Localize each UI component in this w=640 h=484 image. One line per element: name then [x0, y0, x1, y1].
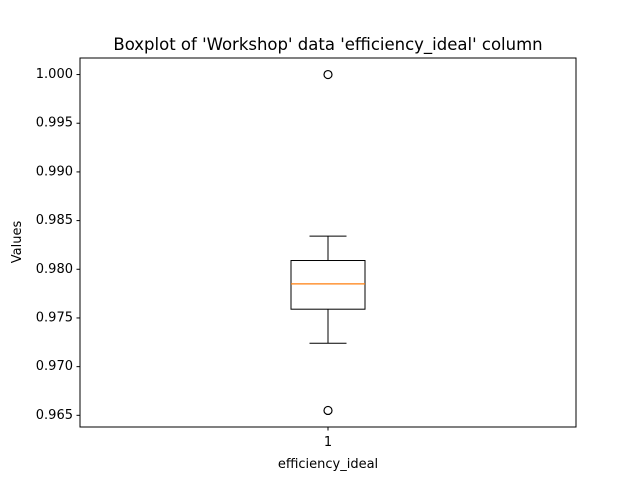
y-tick-label: 0.985: [36, 213, 73, 228]
y-tick-label: 0.970: [36, 359, 73, 374]
box-iqr: [290, 260, 366, 310]
y-tick-label: 0.975: [36, 310, 73, 325]
y-tick-label: 0.980: [36, 262, 73, 277]
y-tick-label: 0.965: [36, 408, 73, 423]
plot-area: [290, 69, 366, 416]
y-tick-label: 0.990: [36, 164, 73, 179]
y-tick-label: 0.995: [36, 116, 73, 131]
outlier-point: [323, 405, 333, 416]
y-axis: 0.965 0.970 0.975 0.980 0.985 0.990 0.995 1.000: [36, 67, 80, 423]
y-tick-label: 1.000: [36, 67, 73, 82]
x-tick-label: 1: [324, 435, 332, 450]
chart-title: Boxplot of 'Workshop' data 'efficiency_i…: [113, 35, 542, 55]
x-axis: 1: [324, 427, 332, 450]
y-axis-label: Values: [10, 221, 25, 264]
x-axis-label: efficiency_ideal: [278, 457, 378, 472]
outlier-point: [323, 69, 333, 80]
box-group: [290, 69, 366, 416]
